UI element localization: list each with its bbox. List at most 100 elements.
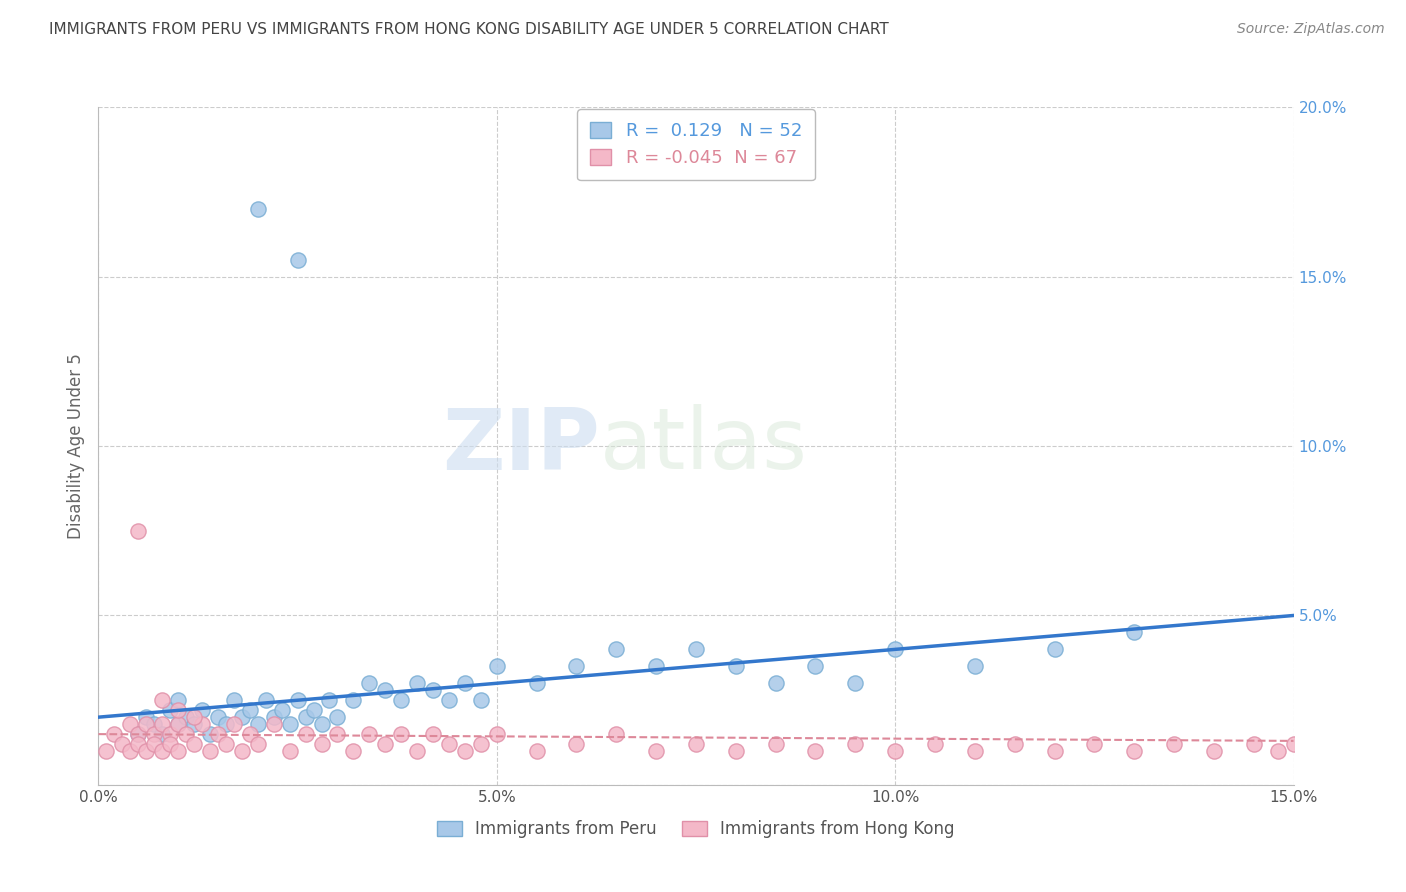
Point: [167, 717, 190, 731]
Point: [167, 703, 190, 717]
Point: [804, 659, 827, 673]
Text: ZIP: ZIP: [443, 404, 600, 488]
Point: [1267, 744, 1289, 758]
Point: [724, 659, 747, 673]
Point: [1043, 642, 1066, 657]
Point: [167, 744, 190, 758]
Point: [120, 717, 142, 731]
Point: [389, 693, 412, 707]
Point: [963, 744, 986, 758]
Point: [222, 717, 245, 731]
Point: [246, 202, 269, 216]
Point: [183, 737, 205, 751]
Point: [884, 744, 907, 758]
Point: [645, 744, 668, 758]
Point: [406, 676, 429, 690]
Point: [565, 737, 588, 751]
Point: [437, 693, 460, 707]
Point: [565, 659, 588, 673]
Point: [207, 727, 229, 741]
Point: [150, 717, 173, 731]
Point: [342, 744, 364, 758]
Point: [605, 727, 627, 741]
Point: [844, 737, 866, 751]
Point: [389, 727, 412, 741]
Point: [143, 727, 166, 741]
Point: [374, 737, 396, 751]
Point: [765, 737, 787, 751]
Point: [1123, 625, 1146, 640]
Point: [135, 710, 157, 724]
Point: [159, 737, 181, 751]
Point: [183, 717, 205, 731]
Point: [470, 737, 492, 751]
Point: [143, 717, 166, 731]
Point: [254, 693, 277, 707]
Point: [150, 727, 173, 741]
Point: [127, 727, 149, 741]
Point: [1163, 737, 1185, 751]
Point: [326, 710, 349, 724]
Point: [422, 727, 444, 741]
Point: [191, 703, 214, 717]
Point: [231, 710, 253, 724]
Point: [183, 710, 205, 724]
Point: [150, 693, 173, 707]
Point: [359, 727, 381, 741]
Point: [215, 717, 238, 731]
Point: [246, 717, 269, 731]
Point: [263, 710, 285, 724]
Text: atlas: atlas: [600, 404, 808, 488]
Point: [127, 524, 149, 538]
Point: [526, 744, 548, 758]
Point: [294, 710, 316, 724]
Point: [406, 744, 429, 758]
Point: [605, 642, 627, 657]
Point: [422, 683, 444, 698]
Point: [311, 737, 333, 751]
Point: [804, 744, 827, 758]
Point: [231, 744, 253, 758]
Point: [470, 693, 492, 707]
Point: [1083, 737, 1105, 751]
Point: [222, 693, 245, 707]
Point: [1202, 744, 1225, 758]
Point: [724, 744, 747, 758]
Point: [96, 744, 118, 758]
Point: [239, 703, 262, 717]
Point: [765, 676, 787, 690]
Point: [278, 717, 301, 731]
Text: Source: ZipAtlas.com: Source: ZipAtlas.com: [1237, 22, 1385, 37]
Point: [1043, 744, 1066, 758]
Point: [135, 717, 157, 731]
Point: [311, 717, 333, 731]
Point: [198, 727, 221, 741]
Point: [174, 710, 197, 724]
Point: [685, 642, 707, 657]
Point: [645, 659, 668, 673]
Point: [159, 727, 181, 741]
Point: [120, 744, 142, 758]
Point: [342, 693, 364, 707]
Point: [239, 727, 262, 741]
Point: [1243, 737, 1265, 751]
Point: [150, 744, 173, 758]
Point: [374, 683, 396, 698]
Point: [270, 703, 292, 717]
Point: [963, 659, 986, 673]
Point: [326, 727, 349, 741]
Point: [191, 717, 214, 731]
Point: [454, 676, 477, 690]
Point: [485, 659, 508, 673]
Point: [135, 744, 157, 758]
Point: [1004, 737, 1026, 751]
Point: [143, 737, 166, 751]
Point: [198, 744, 221, 758]
Point: [685, 737, 707, 751]
Point: [111, 737, 134, 751]
Point: [359, 676, 381, 690]
Point: [454, 744, 477, 758]
Point: [287, 252, 309, 267]
Point: [844, 676, 866, 690]
Point: [884, 642, 907, 657]
